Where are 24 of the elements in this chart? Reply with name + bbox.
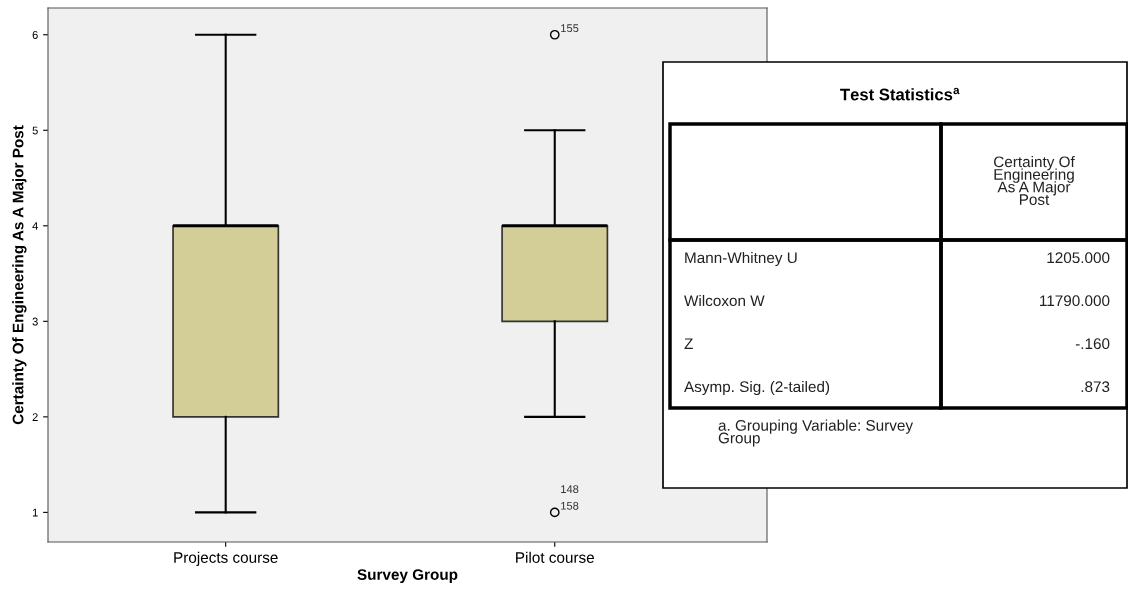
x-axis-title: Survey Group: [357, 569, 458, 583]
text: .873: [1081, 381, 1110, 393]
text: -.160: [1075, 338, 1110, 350]
text: 1205.000: [1047, 252, 1110, 264]
x-tick-label: Projects course: [174, 551, 278, 566]
annotation: Asymp. Sig. (2-tailed): [684, 380, 830, 396]
y-tick-label: 2: [32, 413, 38, 421]
annotation: 148: [561, 485, 579, 494]
annotation: Mann-Whitney U: [685, 251, 797, 267]
annotation: 158: [561, 501, 579, 510]
annotation: 155: [561, 24, 579, 33]
annotation: a. Grouping Variable: Survey Group: [718, 419, 914, 447]
x-tick-label: Pilot course: [516, 551, 594, 563]
text: Certainty Of Engineering As A Major Post: [994, 156, 1075, 205]
text: 11790.000: [1040, 295, 1110, 307]
y-tick-label: 1: [32, 508, 38, 517]
y-tick-label: 6: [32, 31, 38, 39]
annotation: Z: [684, 338, 693, 349]
y-tick-label: 3: [32, 317, 38, 326]
annotation: Wilcoxon W: [684, 294, 765, 307]
y-tick-label: 5: [32, 126, 38, 135]
y-axis-title: Certainty Of Engineering As A Major Post: [12, 125, 27, 425]
text: Test Statistics$^{a}$: [840, 87, 960, 101]
y-tick-label: 4: [32, 222, 38, 230]
